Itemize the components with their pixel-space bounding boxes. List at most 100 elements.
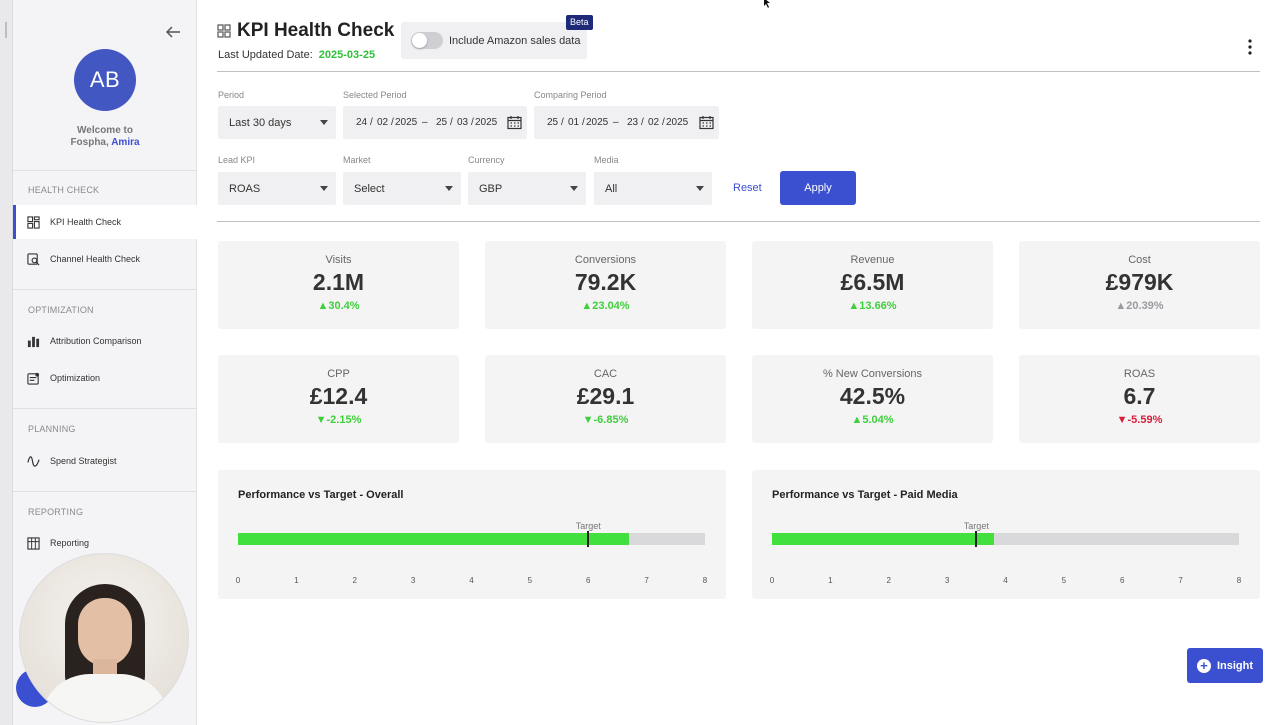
last-updated: Last Updated Date: 2025-03-25 (218, 49, 375, 61)
period-select[interactable]: Last 30 days (218, 106, 336, 139)
amazon-toggle-label: Include Amazon sales data (449, 35, 581, 47)
axis-tick-label: 2 (886, 576, 891, 585)
axis-tick-label: 4 (469, 576, 474, 585)
kpi-grid-icon (217, 24, 231, 38)
header-divider (217, 71, 1260, 72)
apply-button[interactable]: Apply (780, 171, 856, 205)
lead-kpi-select[interactable]: ROAS (218, 172, 336, 205)
axis-tick-label: 8 (702, 576, 708, 585)
sidebar-item-attribution-comparison[interactable]: Attribution Comparison (13, 324, 197, 358)
comparing-end-month[interactable]: 02 (648, 117, 660, 128)
axis-tick-label: 5 (527, 576, 533, 585)
axis-tick-label: 1 (828, 576, 833, 585)
sidebar-divider (13, 289, 197, 290)
selected-start-day[interactable]: 24 (356, 117, 368, 128)
date-separator: / (641, 117, 644, 128)
welcome-line-1: Welcome to (77, 125, 133, 136)
sidebar-item-channel-health-check[interactable]: Channel Health Check (13, 242, 197, 276)
comparing-end-year[interactable]: 2025 (666, 117, 689, 128)
toggle-knob (412, 33, 427, 48)
media-select[interactable]: All (594, 172, 712, 205)
section-title-planning: PLANNING (28, 424, 76, 434)
presenter-webcam (19, 553, 189, 723)
comparing-start-year[interactable]: 2025 (586, 117, 609, 128)
kpi-delta: ▲20.39% (1115, 300, 1164, 312)
kpi-value: 42.5% (839, 383, 906, 409)
sidebar-item-optimization[interactable]: Optimization (13, 361, 197, 395)
back-arrow-icon[interactable] (163, 22, 183, 42)
target-label: Target (575, 521, 601, 531)
axis-tick-label: 1 (294, 576, 299, 585)
chevron-down-icon (570, 186, 578, 191)
kpi-card-cac: CAC £29.1 ▼-6.85% (485, 355, 726, 443)
selected-start-month[interactable]: 02 (377, 117, 389, 128)
sidebar-item-label: Spend Strategist (50, 456, 117, 466)
axis-tick-label: 7 (644, 576, 649, 585)
target-marker (587, 531, 590, 547)
sidebar-item-spend-strategist[interactable]: Spend Strategist (13, 444, 197, 478)
calendar-icon[interactable] (699, 115, 714, 130)
kpi-value: 6.7 (1123, 383, 1156, 409)
kpi-label: % New Conversions (822, 368, 923, 380)
comparing-period-range[interactable]: 25 / 01 / 2025 – 23 / 02 / 2025 (534, 106, 719, 139)
date-separator: / (582, 117, 585, 128)
sidebar-divider (13, 491, 197, 492)
mouse-cursor-icon (764, 0, 770, 8)
comparing-start-day[interactable]: 25 (547, 117, 559, 128)
period-label: Period (218, 90, 245, 100)
plus-icon: + (1196, 658, 1211, 673)
webcam-face (78, 598, 132, 666)
avatar[interactable]: AB (74, 49, 136, 111)
kpi-delta: ▼-6.85% (582, 414, 629, 426)
date-separator: / (662, 117, 665, 128)
kpi-delta: ▲13.66% (848, 300, 897, 312)
comparing-start-month[interactable]: 01 (568, 117, 580, 128)
reset-button[interactable]: Reset (733, 182, 762, 194)
insight-button[interactable]: + Insight (1187, 648, 1263, 683)
welcome-brand: Fospha, (70, 137, 109, 148)
chevron-down-icon (320, 120, 328, 125)
selected-end-year[interactable]: 2025 (475, 117, 498, 128)
webcam-shirt (40, 674, 170, 722)
kpi-value: 2.1M (312, 269, 365, 295)
axis-tick-label: 5 (1061, 576, 1067, 585)
more-options-icon[interactable] (1243, 38, 1257, 56)
sidebar-item-reporting[interactable]: Reporting (13, 526, 197, 560)
kpi-value: £12.4 (309, 383, 368, 409)
performance-title: Performance vs Target - Overall (238, 489, 404, 501)
kpi-value: £6.5M (840, 269, 905, 295)
wave-icon (27, 455, 40, 467)
market-select[interactable]: Select (343, 172, 461, 205)
selected-end-day[interactable]: 25 (436, 117, 448, 128)
selected-end-month[interactable]: 03 (457, 117, 469, 128)
channel-search-icon (27, 252, 40, 265)
axis-tick-label: 0 (769, 576, 775, 585)
selected-start-year[interactable]: 2025 (395, 117, 418, 128)
chevron-down-icon (320, 186, 328, 191)
currency-select[interactable]: GBP (468, 172, 586, 205)
welcome-text: Welcome to Fospha, Amira (13, 125, 197, 149)
calendar-icon[interactable] (507, 115, 522, 130)
lead-kpi-value: ROAS (229, 182, 261, 195)
currency-value: GBP (479, 182, 503, 195)
kpi-card-cpp: CPP £12.4 ▼-2.15% (218, 355, 459, 443)
kpi-card-cost: Cost £979K ▲20.39% (1019, 241, 1260, 329)
kpi-label: CAC (593, 368, 618, 380)
sidebar-item-kpi-health-check[interactable]: KPI Health Check (13, 205, 197, 239)
selected-period-range[interactable]: 24 / 02 / 2025 – 25 / 03 / 2025 (343, 106, 527, 139)
amazon-sales-toggle[interactable] (411, 32, 443, 49)
comparing-end-day[interactable]: 23 (627, 117, 639, 128)
beta-badge: Beta (566, 15, 593, 30)
lead-kpi-label: Lead KPI (218, 155, 256, 165)
axis-tick-label: 3 (410, 576, 416, 585)
market-value: Select (354, 182, 385, 195)
last-updated-date: 2025-03-25 (318, 49, 376, 61)
axis-tick-label: 3 (944, 576, 950, 585)
gutter-handle (5, 22, 7, 38)
kpi-label: Cost (1128, 254, 1151, 266)
kpi-value: 79.2K (574, 269, 637, 295)
performance-fill (772, 533, 994, 545)
date-separator: / (450, 117, 453, 128)
axis-tick-label: 6 (1120, 576, 1125, 585)
kpi-label: CPP (327, 368, 350, 380)
